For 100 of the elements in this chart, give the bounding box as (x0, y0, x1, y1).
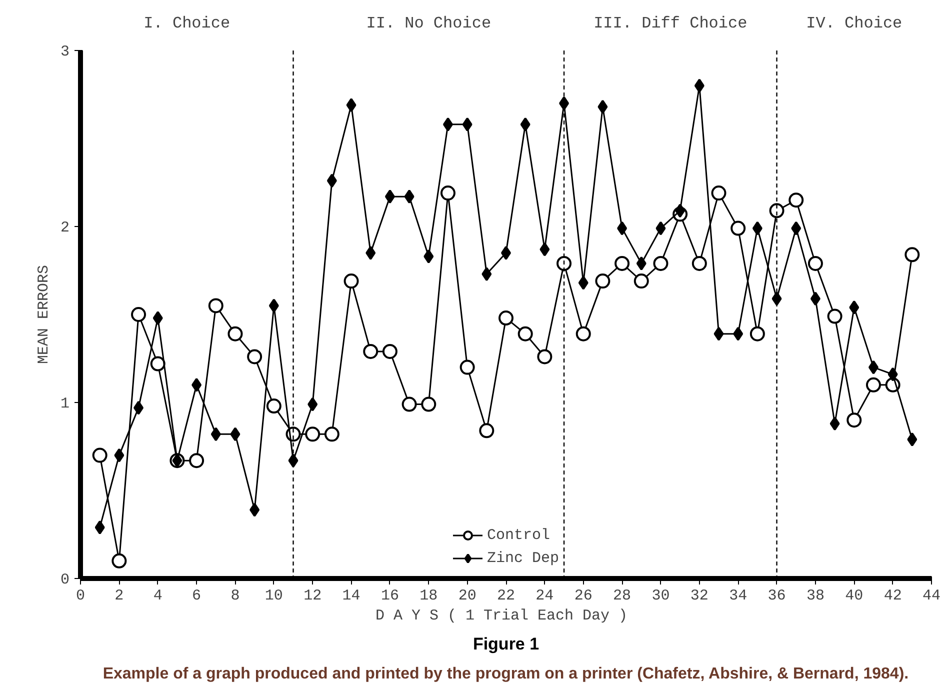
point (498, 310, 514, 326)
point (208, 298, 224, 314)
x-tick-label: 20 (458, 588, 476, 604)
x-tick-label: 22 (497, 588, 516, 604)
point (326, 174, 337, 188)
point (384, 190, 395, 204)
y-tick-label: 0 (60, 572, 70, 588)
text: II. No Choice (366, 14, 492, 32)
point (711, 186, 726, 201)
point (617, 221, 628, 236)
point (614, 256, 630, 271)
point (268, 298, 279, 313)
point (714, 326, 724, 341)
point (595, 274, 610, 289)
x-tick-label: 10 (264, 588, 283, 604)
point (421, 396, 436, 412)
point (152, 311, 163, 326)
point (442, 117, 453, 132)
x-tick-label: 28 (613, 588, 632, 604)
point (346, 98, 356, 112)
point (479, 423, 494, 438)
point (598, 100, 608, 114)
point (636, 256, 646, 270)
point (192, 378, 202, 392)
point (769, 203, 784, 218)
point (540, 242, 550, 256)
point (576, 326, 591, 342)
point (694, 78, 704, 93)
x-tick-label: 30 (652, 588, 670, 604)
y-tick-label: 1 (60, 396, 70, 412)
point (559, 96, 570, 110)
point (382, 344, 398, 359)
point (92, 448, 108, 463)
x-tick-label: 16 (380, 588, 399, 604)
point (810, 292, 820, 306)
legend-label: Control (486, 526, 550, 544)
point (656, 221, 666, 236)
x-tick-label: 18 (420, 588, 438, 604)
y-tick-label: 3 (60, 44, 70, 60)
point (134, 400, 144, 415)
point (653, 256, 668, 271)
x-tick-label: 36 (768, 588, 786, 604)
point (750, 326, 765, 342)
x-tick-label: 32 (690, 588, 708, 604)
point (404, 190, 414, 204)
point (518, 326, 533, 342)
point (634, 274, 649, 289)
y-tick-label: 2 (60, 220, 70, 236)
point (907, 432, 918, 446)
x-tick-label: 44 (922, 588, 941, 604)
point (189, 453, 204, 468)
point (482, 267, 492, 282)
point (692, 256, 707, 271)
point (424, 249, 434, 264)
point (866, 377, 881, 392)
legend-label: Zinc Dep (486, 550, 560, 566)
x-tick-label: 40 (845, 588, 864, 604)
point (131, 307, 146, 322)
point (868, 360, 878, 374)
point (305, 426, 320, 442)
point (308, 397, 318, 412)
point (888, 367, 898, 382)
point (402, 396, 417, 412)
point (827, 308, 842, 324)
point (114, 448, 124, 462)
x-tick-label: 8 (230, 588, 240, 604)
point (791, 221, 802, 236)
x-tick-label: 2 (114, 588, 124, 604)
x-tick-label: 14 (342, 588, 360, 604)
point (808, 256, 823, 271)
point (730, 220, 746, 236)
x-axis-title: D A Y S ( 1 Trial Each Day ) (375, 608, 628, 624)
point (266, 398, 282, 414)
x-tick-label: 6 (192, 588, 202, 604)
point (366, 246, 376, 260)
point (904, 247, 920, 262)
x-tick-label: 26 (574, 588, 592, 604)
x-tick-label: 34 (729, 588, 748, 604)
point (462, 117, 472, 132)
x-tick-label: 42 (884, 588, 902, 604)
point (537, 349, 552, 364)
x-tick-label: 4 (153, 588, 162, 604)
point (250, 502, 260, 517)
text: Example of a graph produced and printed by the program on a printer (Chafetz, Abshire, & Bernard, 1984). (102, 666, 909, 682)
x-tick-label: 38 (806, 588, 824, 604)
text: IV. Choice (806, 14, 902, 32)
x-tick-label: 24 (536, 588, 554, 604)
point (344, 274, 359, 289)
caption: Figure 1 (472, 634, 540, 654)
point (363, 344, 378, 359)
x-tick-label: 12 (304, 588, 322, 604)
point (112, 553, 127, 568)
text: III. Diff Choice (594, 14, 748, 32)
point (752, 221, 762, 236)
point (830, 416, 840, 431)
point (228, 326, 243, 342)
point (210, 427, 221, 442)
point (150, 356, 166, 372)
point (520, 117, 530, 132)
point (733, 326, 744, 341)
